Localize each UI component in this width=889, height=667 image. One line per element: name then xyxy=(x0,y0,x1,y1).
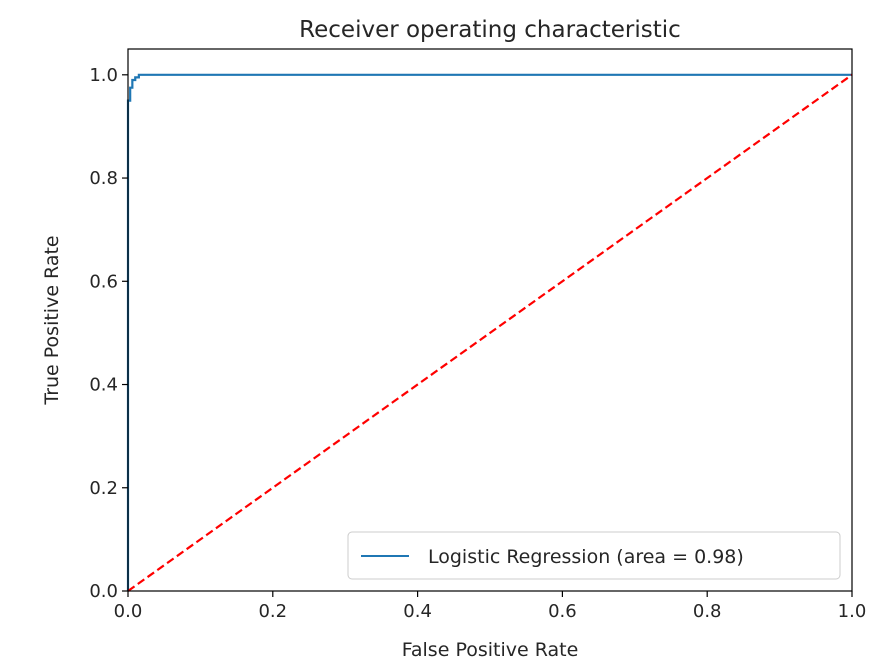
series-line-diagonal-baseline xyxy=(127,73,853,592)
y-axis-label: True Positive Rate xyxy=(41,235,63,405)
x-axis-ticks: 0.0 0.2 0.4 0.6 0.8 1.0 xyxy=(114,591,867,622)
axes-frame xyxy=(127,48,853,592)
series-line-logistic-regression xyxy=(126,73,852,591)
y-tick-label: 1.0 xyxy=(89,65,118,86)
chart-title: Receiver operating characteristic xyxy=(299,17,681,43)
plot-area xyxy=(126,48,853,592)
y-tick-label: 0.2 xyxy=(89,478,118,499)
legend: Logistic Regression (area = 0.98) xyxy=(347,531,841,580)
x-tick-label: 0.4 xyxy=(403,601,432,622)
x-tick-label: 0.6 xyxy=(548,601,577,622)
y-axis-ticks: 0.0 0.2 0.4 0.6 0.8 1.0 xyxy=(89,65,128,602)
legend-entry-logistic-regression: Logistic Regression (area = 0.98) xyxy=(428,546,744,568)
y-tick-label: 0.6 xyxy=(89,271,118,292)
series-layer xyxy=(126,73,853,592)
y-tick-label: 0.0 xyxy=(89,581,118,602)
y-tick-label: 0.8 xyxy=(89,168,118,189)
legend-box xyxy=(347,531,841,580)
x-tick-label: 0.2 xyxy=(258,601,287,622)
x-tick-label: 0.8 xyxy=(693,601,722,622)
y-tick-label: 0.4 xyxy=(89,375,118,396)
x-tick-label: 1.0 xyxy=(838,601,867,622)
x-tick-label: 0.0 xyxy=(114,601,143,622)
x-axis-label: False Positive Rate xyxy=(402,639,579,661)
